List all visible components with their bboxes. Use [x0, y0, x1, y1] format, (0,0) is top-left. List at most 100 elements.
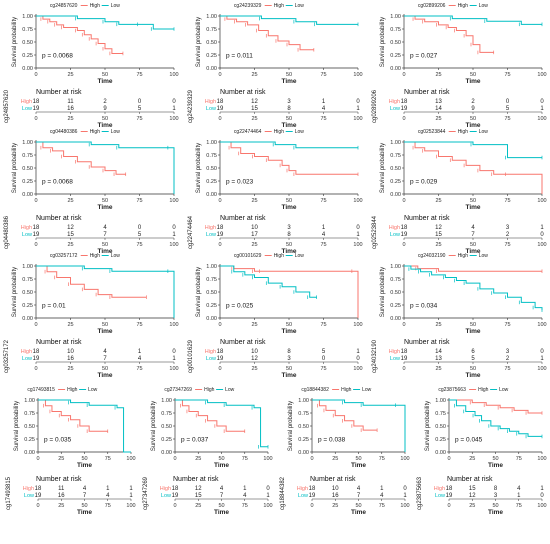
risk-table-title: Number at risk [404, 215, 450, 222]
risk-x-label: Time [488, 509, 503, 516]
risk-count-high: 18 [172, 486, 179, 492]
risk-x-tick-label: 75 [379, 503, 385, 509]
y-tick-label: 0.00 [24, 450, 35, 456]
risk-y-label: cg24239329 [188, 89, 194, 123]
risk-count-high: 0 [403, 486, 407, 492]
risk-x-tick-label: 75 [504, 242, 510, 248]
risk-count-high: 14 [435, 349, 442, 355]
risk-x-tick-label: 25 [195, 503, 201, 509]
x-tick-label: 100 [400, 456, 409, 462]
x-axis-label: Time [77, 462, 92, 469]
x-tick-label: 25 [67, 322, 73, 328]
km-curve-high [220, 265, 359, 318]
y-tick-label: 0.75 [435, 411, 446, 417]
km-curve-low [404, 15, 542, 25]
risk-count-high: 18 [33, 99, 40, 105]
x-tick-label: 25 [58, 456, 64, 462]
risk-count-high: 2 [471, 99, 475, 105]
risk-x-tick-label: 75 [136, 116, 142, 122]
risk-x-tick-label: 0 [402, 242, 405, 248]
risk-count-high: 4 [220, 486, 224, 492]
chart-title: cg24032190 [418, 253, 446, 259]
km-curve-low [36, 15, 174, 30]
p-value: p = 0.023 [226, 179, 254, 186]
risk-x-tick-label: 0 [36, 503, 39, 509]
x-tick-label: 100 [537, 456, 546, 462]
x-tick-label: 75 [504, 198, 510, 204]
y-tick-label: 0.00 [22, 192, 33, 198]
legend-high-label: High [341, 387, 352, 393]
y-tick-label: 0.75 [22, 153, 33, 159]
y-axis-label: Survival probability [380, 17, 386, 67]
risk-x-label: Time [281, 248, 296, 255]
risk-x-label: Time [465, 248, 480, 255]
km-curve-low [36, 141, 175, 194]
p-value: p = 0.0068 [42, 179, 73, 186]
risk-count-low: 4 [322, 232, 326, 238]
p-value: p = 0.045 [455, 437, 483, 444]
y-axis-label: Survival probability [380, 143, 386, 193]
y-tick-label: 0.00 [435, 450, 446, 456]
legend-low-label: Low [111, 253, 121, 259]
risk-table-title: Number at risk [404, 89, 450, 96]
km-curve-high [36, 15, 123, 54]
x-tick-label: 0 [173, 456, 176, 462]
risk-row-high-label: High [21, 225, 32, 231]
x-tick-label: 50 [286, 198, 292, 204]
x-tick-label: 100 [263, 456, 272, 462]
risk-table-title: Number at risk [220, 215, 266, 222]
chart-title: cg02523844 [418, 129, 446, 135]
x-tick-label: 25 [332, 456, 338, 462]
risk-row-high-label: High [389, 225, 400, 231]
risk-x-tick-label: 75 [320, 242, 326, 248]
risk-x-label: Time [97, 122, 112, 129]
risk-count-high: 12 [195, 486, 202, 492]
km-curve-high [220, 15, 314, 51]
risk-count-low: 15 [195, 493, 202, 499]
x-tick-label: 25 [469, 456, 475, 462]
y-tick-label: 0.50 [206, 290, 217, 296]
risk-table-title: Number at risk [447, 476, 493, 483]
risk-count-low: 4 [243, 493, 247, 499]
risk-x-tick-label: 50 [286, 366, 292, 372]
y-tick-label: 0.25 [390, 179, 401, 185]
x-tick-label: 50 [470, 322, 476, 328]
risk-x-label: Time [465, 122, 480, 129]
x-tick-label: 75 [516, 456, 522, 462]
x-tick-label: 0 [34, 198, 37, 204]
risk-count-low: 1 [356, 106, 360, 112]
y-tick-label: 1.00 [390, 264, 401, 270]
risk-count-low: 1 [129, 493, 133, 499]
km-curve-high [36, 141, 126, 175]
risk-count-high: 1 [129, 486, 133, 492]
y-tick-label: 1.00 [390, 140, 401, 146]
risk-count-low: 19 [217, 356, 224, 362]
risk-x-tick-label: 0 [173, 503, 176, 509]
risk-count-high: 0 [540, 99, 544, 105]
risk-count-low: 1 [540, 106, 544, 112]
y-tick-label: 0.75 [22, 27, 33, 33]
risk-x-tick-label: 50 [218, 503, 224, 509]
x-axis-label: Time [465, 328, 480, 335]
risk-x-tick-label: 25 [435, 242, 441, 248]
legend-high-label: High [458, 253, 469, 259]
risk-y-label: cg27347269 [143, 476, 149, 510]
x-tick-label: 100 [353, 72, 362, 78]
risk-count-low: 19 [401, 356, 408, 362]
risk-count-low: 4 [322, 106, 326, 112]
x-tick-label: 75 [320, 72, 326, 78]
x-tick-label: 100 [537, 322, 546, 328]
y-tick-label: 0.50 [390, 290, 401, 296]
risk-count-low: 1 [403, 493, 407, 499]
x-axis-label: Time [281, 204, 296, 211]
x-axis-label: Time [281, 328, 296, 335]
y-tick-label: 0.25 [22, 179, 33, 185]
risk-x-tick-label: 100 [537, 366, 546, 372]
risk-count-high: 12 [67, 225, 74, 231]
x-tick-label: 0 [402, 72, 405, 78]
risk-count-low: 1 [517, 493, 521, 499]
y-tick-label: 0.00 [206, 66, 217, 72]
